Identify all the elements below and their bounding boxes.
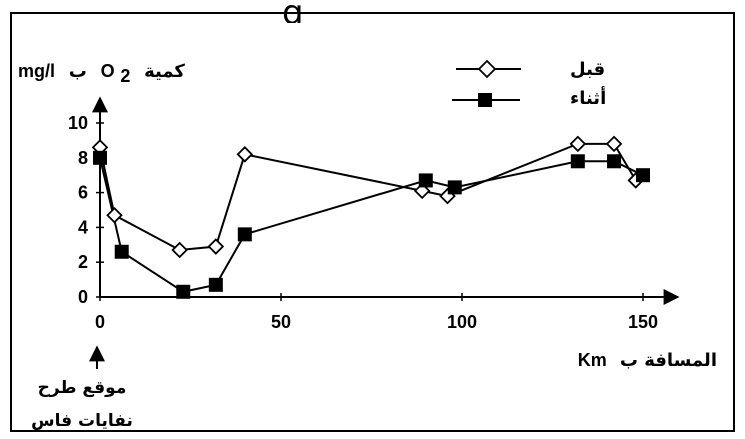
x-tick-label-1: 50 (271, 312, 291, 332)
legend-label-before: قبل (570, 59, 605, 80)
series-1-point-3 (208, 277, 223, 292)
y-tick-label-3: 6 (78, 183, 88, 203)
series-line-0 (99, 142, 637, 252)
series-1-point-1 (114, 244, 129, 259)
y-unit: mg/l (18, 61, 55, 81)
series-1-point-2 (176, 284, 191, 299)
x-tick-label-2: 100 (447, 312, 477, 332)
y-tick-label-2: 4 (78, 217, 88, 237)
series-0-point-1 (106, 206, 123, 224)
series-1-point-5 (418, 173, 433, 188)
cropped-title-fragment: g (282, 0, 304, 23)
annotation-line-1: موقع طرح (38, 378, 127, 398)
series-0-point-4 (236, 146, 254, 163)
series-0-point-3 (207, 238, 225, 255)
legend-label-during: أثناء (570, 86, 606, 109)
series-1-point-0 (93, 150, 107, 165)
y-o-symbol: O (101, 61, 115, 81)
y-tick-label-0: 0 (78, 287, 88, 307)
x-tick-label-0: 0 (95, 312, 105, 332)
x-arabic-label: المسافة ب (620, 350, 717, 371)
series-1-point-6 (447, 180, 462, 195)
legend: قبل أثناء (452, 59, 606, 109)
series-1-point-9 (636, 168, 650, 183)
x-unit: Km (578, 350, 607, 370)
y-axis-label: mg/l ب O 2 كمية (18, 61, 185, 87)
y-o-subscript: 2 (120, 66, 130, 86)
y-tick-label-1: 2 (78, 252, 88, 272)
chart-frame: g (10, 0, 735, 432)
legend-marker-before (477, 59, 497, 79)
series-1-point-8 (607, 154, 622, 169)
y-tick-label-4: 8 (78, 148, 88, 168)
x-tick-label-3: 150 (628, 312, 658, 332)
series-0-point-7 (569, 135, 587, 153)
annotation-line-2: نفايات فاس (31, 411, 133, 431)
series-1-point-4 (237, 227, 252, 242)
y-tick-label-5: 10 (68, 113, 88, 133)
series-0-point-2 (171, 241, 188, 259)
series-0-point-8 (605, 135, 623, 153)
y-arabic-word: كمية (144, 61, 185, 82)
series-1-point-7 (570, 154, 585, 169)
series-line-1 (99, 157, 644, 293)
legend-marker-during (478, 93, 492, 107)
x-axis-label: Km المسافة ب (578, 350, 717, 371)
y-by-word: ب (69, 61, 87, 82)
